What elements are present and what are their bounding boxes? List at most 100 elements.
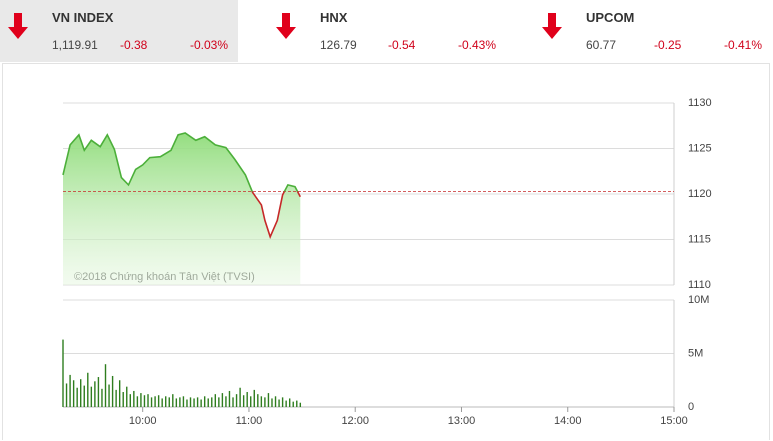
x-tick-label: 13:00: [448, 415, 476, 427]
volume-bar: [292, 401, 294, 407]
volume-bar: [129, 394, 131, 407]
volume-bar: [207, 398, 209, 407]
volume-bar: [143, 395, 146, 407]
index-percent: -0.03%: [189, 38, 228, 52]
x-tick-label: 12:00: [341, 415, 369, 427]
index-name: VN INDEX: [52, 10, 114, 25]
volume-bar: [87, 372, 89, 407]
volume-bar: [235, 394, 238, 407]
y-tick-label: 5M: [688, 347, 703, 359]
volume-bar: [278, 399, 280, 407]
x-tick-label: 15:00: [660, 415, 688, 427]
y-tick-label: 1120: [688, 188, 712, 200]
volume-bar: [118, 380, 121, 407]
volume-bar: [274, 396, 277, 407]
x-tick-label: 11:00: [236, 415, 263, 427]
volume-bar: [225, 396, 227, 407]
volume-bar: [136, 396, 139, 407]
volume-bar: [154, 396, 156, 407]
volume-bar: [69, 374, 71, 407]
volume-bar: [65, 383, 68, 407]
volume-bar: [104, 364, 107, 407]
volume-bar: [253, 389, 255, 407]
volume-bar: [115, 389, 117, 407]
down-arrow: [276, 13, 296, 39]
index-name: HNX: [320, 10, 348, 25]
volume-bar: [157, 395, 160, 407]
volume-bar: [218, 397, 220, 407]
volume-bar: [182, 396, 185, 407]
volume-bar: [264, 397, 266, 407]
volume-bar: [172, 394, 174, 407]
volume-bar: [288, 398, 291, 407]
volume-bar: [101, 388, 103, 407]
y-tick-label: 10M: [688, 294, 709, 306]
volume-bar: [72, 380, 75, 407]
price-line: [62, 132, 302, 240]
index-value: 1,119.91: [52, 38, 98, 52]
volume-bar: [108, 384, 110, 407]
index-tile[interactable]: UPCOM 60.77 -0.25 -0.41%: [534, 0, 772, 62]
y-tick-label: 0: [688, 401, 694, 413]
x-tick-label: 14:00: [554, 415, 582, 427]
volume-bar: [211, 397, 213, 407]
volume-bar: [150, 397, 153, 407]
volume-bar: [296, 400, 298, 407]
volume-bar: [111, 375, 114, 407]
volume-bar: [97, 377, 100, 407]
volume-bar: [165, 396, 167, 407]
index-change: -0.25: [654, 38, 682, 52]
volume-bar: [83, 385, 85, 407]
volume-bar: [193, 398, 195, 407]
volume-bar: [221, 393, 224, 407]
volume-bar: [147, 394, 149, 407]
area: [63, 133, 301, 285]
volume-bar: [189, 397, 192, 407]
index-name: UPCOM: [586, 10, 635, 25]
y-tick-label: 1130: [688, 97, 712, 109]
volume-bar: [196, 397, 199, 407]
x-tick-label: 10:00: [129, 415, 157, 427]
y-tick-label: 1125: [688, 142, 712, 154]
volume-bar: [94, 381, 96, 407]
y-tick-label: 1110: [688, 279, 711, 291]
volume-bar: [246, 392, 248, 407]
volume-bar: [186, 399, 188, 407]
volume-bar: [250, 396, 252, 407]
index-value: 60.77: [586, 38, 617, 52]
volume-bar: [267, 393, 270, 407]
volume-bar: [80, 379, 82, 407]
volume-bar: [133, 390, 135, 407]
index-tile[interactable]: HNX 126.79 -0.54 -0.43%: [268, 0, 506, 62]
volume-bar: [90, 386, 93, 407]
volume-bar: [257, 394, 259, 407]
index-percent: -0.43%: [457, 38, 496, 52]
volume-bar: [228, 390, 231, 407]
volume-bar: [122, 392, 124, 407]
volume-bar: [179, 397, 181, 407]
volume-bar: [232, 397, 234, 407]
volume-bar: [214, 394, 217, 407]
index-change: -0.54: [388, 38, 416, 52]
volume-bar: [281, 397, 284, 407]
volume-bar: [76, 387, 78, 407]
volume-bar: [239, 387, 241, 407]
volume-bar: [140, 393, 142, 407]
index-change: -0.38: [120, 38, 148, 52]
volume-bar: [175, 398, 178, 407]
volume-bar: [271, 398, 273, 407]
index-value: 126.79: [320, 38, 357, 52]
volume-bar: [260, 396, 263, 407]
volume-bar: [242, 395, 245, 407]
down-arrow: [542, 13, 562, 39]
volume-bar: [299, 402, 302, 407]
volume-bar: [200, 399, 202, 407]
y-tick-label: 1115: [688, 233, 711, 245]
index-percent: -0.41%: [723, 38, 762, 52]
volume-bar: [62, 339, 64, 407]
volume-bar: [126, 386, 128, 407]
index-tile[interactable]: VN INDEX 1,119.91 -0.38 -0.03%: [0, 0, 238, 62]
volume-bar: [285, 400, 287, 407]
